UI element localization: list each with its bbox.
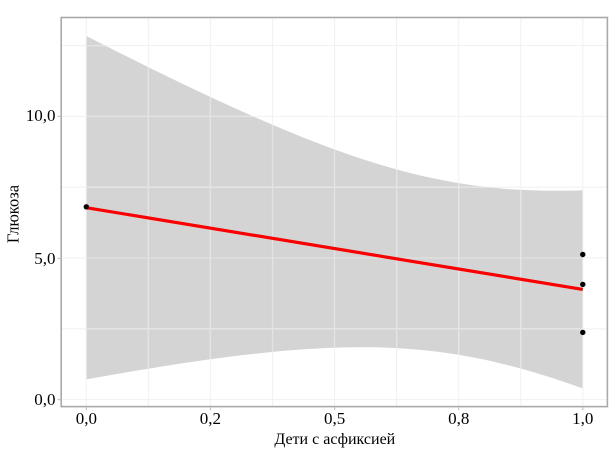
svg-text:Дети с асфиксией: Дети с асфиксией: [274, 431, 395, 448]
svg-text:1,0: 1,0: [572, 409, 593, 428]
svg-text:0,8: 0,8: [448, 409, 469, 428]
svg-text:0,5: 0,5: [324, 409, 345, 428]
svg-text:10,0: 10,0: [26, 106, 56, 125]
svg-text:0,2: 0,2: [200, 409, 221, 428]
svg-text:Глюкоза: Глюкоза: [4, 184, 23, 243]
svg-text:0,0: 0,0: [76, 409, 97, 428]
svg-text:0,0: 0,0: [34, 390, 55, 409]
svg-text:5,0: 5,0: [34, 249, 55, 268]
